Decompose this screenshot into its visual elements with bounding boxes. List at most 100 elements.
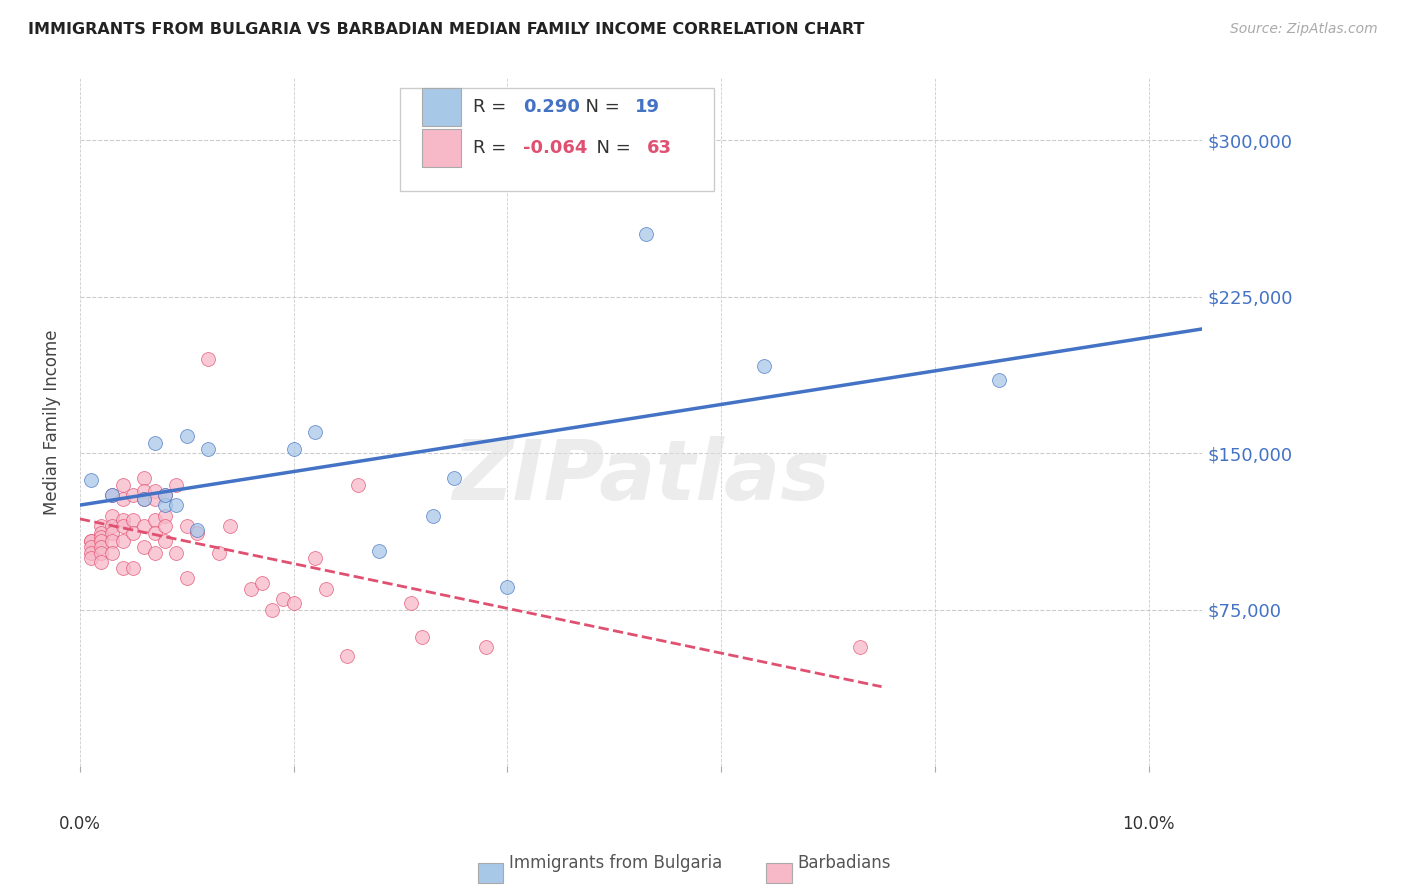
Point <box>176 429 198 443</box>
Point <box>197 442 219 456</box>
Point <box>315 582 337 596</box>
Point <box>155 499 177 513</box>
Point <box>111 519 134 533</box>
Text: R =: R = <box>472 98 512 116</box>
Point <box>422 508 444 523</box>
Point <box>143 435 166 450</box>
Point <box>155 488 177 502</box>
Text: IMMIGRANTS FROM BULGARIA VS BARBADIAN MEDIAN FAMILY INCOME CORRELATION CHART: IMMIGRANTS FROM BULGARIA VS BARBADIAN ME… <box>28 22 865 37</box>
Point <box>283 597 305 611</box>
Point <box>90 555 112 569</box>
Point <box>101 488 124 502</box>
Text: N =: N = <box>585 139 637 157</box>
Point <box>496 580 519 594</box>
Point <box>122 488 145 502</box>
Text: -0.064: -0.064 <box>523 139 588 157</box>
Point <box>475 640 498 655</box>
Point <box>122 561 145 575</box>
Point <box>132 483 155 498</box>
Point <box>143 546 166 560</box>
Point <box>165 499 187 513</box>
Point <box>346 477 368 491</box>
Point <box>111 492 134 507</box>
Text: 19: 19 <box>636 98 661 116</box>
Point <box>79 546 101 560</box>
Point <box>155 519 177 533</box>
Point <box>186 525 208 540</box>
Point <box>79 533 101 548</box>
Point <box>111 533 134 548</box>
Point <box>132 471 155 485</box>
Point <box>176 571 198 585</box>
Text: Immigrants from Bulgaria: Immigrants from Bulgaria <box>509 855 723 872</box>
Point <box>90 519 112 533</box>
Point <box>90 540 112 554</box>
Text: 0.0%: 0.0% <box>59 814 101 832</box>
FancyBboxPatch shape <box>422 87 461 126</box>
Point <box>143 513 166 527</box>
Point <box>250 575 273 590</box>
Point <box>79 550 101 565</box>
Point <box>132 492 155 507</box>
Point <box>111 561 134 575</box>
Y-axis label: Median Family Income: Median Family Income <box>44 329 60 515</box>
Point <box>111 477 134 491</box>
Point <box>368 544 391 558</box>
FancyBboxPatch shape <box>422 129 461 167</box>
Point <box>165 477 187 491</box>
Point <box>143 525 166 540</box>
Text: 10.0%: 10.0% <box>1122 814 1175 832</box>
Point <box>122 513 145 527</box>
Text: 63: 63 <box>647 139 672 157</box>
Point <box>208 546 231 560</box>
Point <box>283 442 305 456</box>
Point <box>155 488 177 502</box>
Point <box>132 540 155 554</box>
Point <box>122 525 145 540</box>
Point <box>90 533 112 548</box>
Point <box>186 524 208 538</box>
Point <box>143 483 166 498</box>
Text: Barbadians: Barbadians <box>797 855 891 872</box>
Point <box>90 525 112 540</box>
Point <box>988 373 1011 387</box>
Point <box>79 473 101 487</box>
Point <box>262 603 284 617</box>
Text: 0.290: 0.290 <box>523 98 581 116</box>
Point <box>79 533 101 548</box>
Point <box>304 425 326 440</box>
Point <box>101 519 124 533</box>
FancyBboxPatch shape <box>399 87 714 191</box>
Point <box>165 546 187 560</box>
Point <box>271 592 294 607</box>
Point <box>176 519 198 533</box>
Point <box>411 630 433 644</box>
Text: Source: ZipAtlas.com: Source: ZipAtlas.com <box>1230 22 1378 37</box>
Point <box>399 597 422 611</box>
Point <box>197 352 219 367</box>
Point <box>218 519 240 533</box>
Point <box>90 546 112 560</box>
Point <box>101 546 124 560</box>
Point <box>636 227 658 241</box>
Point <box>752 359 775 373</box>
Point <box>849 640 872 655</box>
Point <box>101 525 124 540</box>
Point <box>101 488 124 502</box>
Point <box>90 530 112 544</box>
Text: N =: N = <box>574 98 626 116</box>
Text: ZIPatlas: ZIPatlas <box>453 436 830 517</box>
Text: R =: R = <box>472 139 512 157</box>
Point <box>132 519 155 533</box>
Point <box>79 540 101 554</box>
Point <box>336 648 359 663</box>
Point <box>101 508 124 523</box>
Point <box>155 508 177 523</box>
Point <box>101 533 124 548</box>
Point <box>155 533 177 548</box>
Point <box>111 513 134 527</box>
Point <box>239 582 262 596</box>
Point <box>132 492 155 507</box>
Point <box>443 471 465 485</box>
Point <box>143 492 166 507</box>
